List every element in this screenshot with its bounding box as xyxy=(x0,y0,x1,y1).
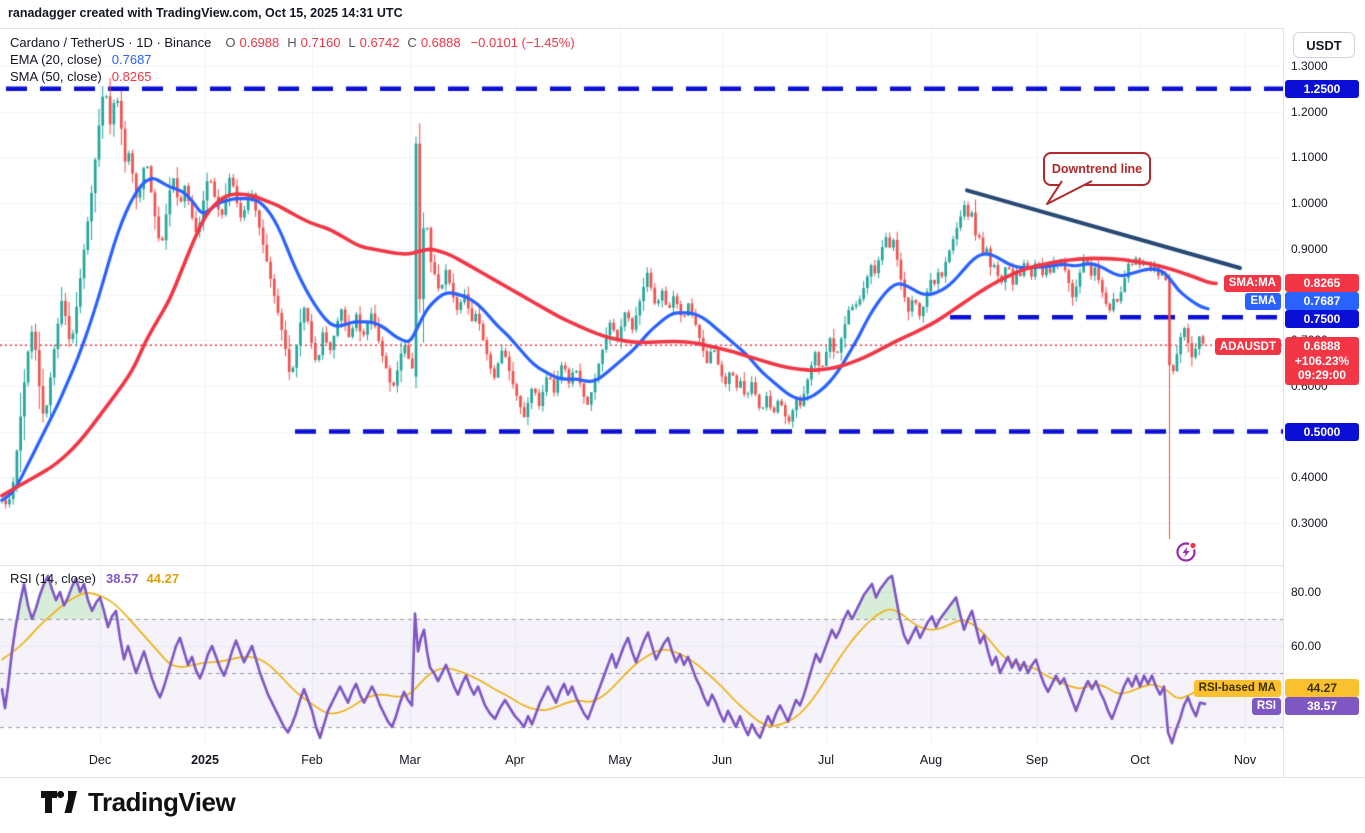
price-tick-label: 0.3000 xyxy=(1291,516,1328,530)
price-tick-label: 1.1000 xyxy=(1291,150,1328,165)
sma-legend-row[interactable]: SMA (50, close) 0.8265 xyxy=(10,68,152,84)
symbol-legend-row[interactable]: Cardano / TetherUS · 1D · Binance O 0.698… xyxy=(10,34,575,50)
rsi-legend-row[interactable]: RSI (14, close) 38.57 44.27 xyxy=(10,570,179,586)
rsi-ma-chip: RSI-based MA xyxy=(1193,679,1281,697)
sma-chip: SMA:MA xyxy=(1223,274,1281,292)
tradingview-logo-text: TradingView xyxy=(88,787,236,817)
time-axis-label: Jul xyxy=(818,753,834,767)
time-axis-label: Sep xyxy=(1025,753,1049,767)
ema-chip-holder: EMA xyxy=(1081,292,1281,310)
time-axis-label: Feb xyxy=(301,753,323,767)
low-key: L xyxy=(348,34,356,50)
flash-event-icon[interactable] xyxy=(1175,540,1199,564)
time-axis[interactable] xyxy=(0,745,1283,777)
ema-value: 0.7687 xyxy=(111,51,152,67)
rsi-ma-value: 44.27 xyxy=(146,570,180,586)
rsi-tick-label: 80.00 xyxy=(1291,585,1322,599)
ema-chip: EMA xyxy=(1245,292,1281,310)
rsi-tick-label: 60.00 xyxy=(1291,639,1322,653)
frame-bottom-line xyxy=(0,777,1365,778)
rsi-value-badge: 38.57 xyxy=(1285,697,1359,715)
rsi-ma-chip-holder: RSI-based MA xyxy=(1081,679,1281,697)
attribution-text: ranadagger created with TradingView.com,… xyxy=(8,6,403,20)
chart-canvas[interactable] xyxy=(0,28,1283,777)
symbol-title: Cardano / TetherUS · 1D · Binance xyxy=(10,34,212,50)
ema-legend-row[interactable]: EMA (20, close) 0.7687 xyxy=(10,51,152,67)
last-price-badge-line: 0.6888 xyxy=(1303,339,1341,353)
low-value: 0.6742 xyxy=(359,34,400,50)
sma-value-badge: 0.8265 xyxy=(1285,274,1359,292)
time-axis-label: Apr xyxy=(505,753,525,767)
symbol-chip: ADAUSDT xyxy=(1214,338,1281,355)
time-axis-label: Oct xyxy=(1130,753,1150,767)
rsi-chip: RSI xyxy=(1251,697,1281,715)
pane-divider-line[interactable] xyxy=(0,565,1365,566)
price-tick-label: 0.4000 xyxy=(1291,470,1328,485)
close-key: C xyxy=(407,34,417,50)
time-axis-label: Mar xyxy=(399,753,421,767)
time-axis-label: Jun xyxy=(711,753,733,767)
level-price-badge: 0.5000 xyxy=(1285,423,1359,441)
open-key: O xyxy=(225,34,236,50)
rsi-value: 38.57 xyxy=(105,570,139,586)
high-key: H xyxy=(287,34,297,50)
time-axis-label: 2025 xyxy=(191,753,219,767)
close-value: 0.6888 xyxy=(420,34,461,50)
downtrend-callout-label: Downtrend line xyxy=(1051,162,1143,176)
downtrend-callout[interactable]: Downtrend line xyxy=(1043,152,1151,186)
price-tick-label: 1.0000 xyxy=(1291,196,1328,211)
ema-label: EMA (20, close) xyxy=(10,51,102,67)
last-price-badge-line: +106.23% xyxy=(1294,353,1350,368)
time-axis-label: Aug xyxy=(919,753,943,767)
time-axis-label: Nov xyxy=(1233,753,1257,767)
rsi-chip-holder: RSI xyxy=(1081,697,1281,715)
tradingview-logo-glyph xyxy=(41,790,77,813)
level-price-badge: 1.2500 xyxy=(1285,80,1359,98)
currency-button[interactable]: USDT xyxy=(1293,32,1355,58)
price-tick-label: 1.3000 xyxy=(1291,59,1328,73)
open-value: 0.6988 xyxy=(239,34,280,50)
high-value: 0.7160 xyxy=(300,34,341,50)
callout-tail xyxy=(1046,180,1093,205)
level-price-badge: 0.7500 xyxy=(1285,310,1359,328)
last-price-badge: 0.6888 +106.23% 09:29:00 xyxy=(1285,337,1359,385)
tradingview-logo[interactable]: TradingView xyxy=(40,787,236,818)
symbol-chip-holder: ADAUSDT xyxy=(1081,338,1281,355)
price-tick-label: 0.9000 xyxy=(1291,241,1328,256)
rsi-ma-value-badge: 44.27 xyxy=(1285,679,1359,697)
sma-chip-holder: SMA:MA xyxy=(1081,274,1281,292)
time-axis-label: Dec xyxy=(88,753,112,767)
sma-label: SMA (50, close) xyxy=(10,68,102,84)
frame-top-line xyxy=(0,28,1365,29)
change-value: −0.0101 (−1.45%) xyxy=(470,34,575,50)
ema-value-badge: 0.7687 xyxy=(1285,292,1359,310)
time-axis-label: May xyxy=(608,753,632,767)
price-tick-label: 1.2000 xyxy=(1291,104,1328,119)
sma-value: 0.8265 xyxy=(111,68,152,84)
last-price-badge-line: 09:29:00 xyxy=(1297,368,1347,382)
rsi-label: RSI (14, close) xyxy=(10,570,96,586)
price-axis[interactable] xyxy=(1283,28,1365,777)
